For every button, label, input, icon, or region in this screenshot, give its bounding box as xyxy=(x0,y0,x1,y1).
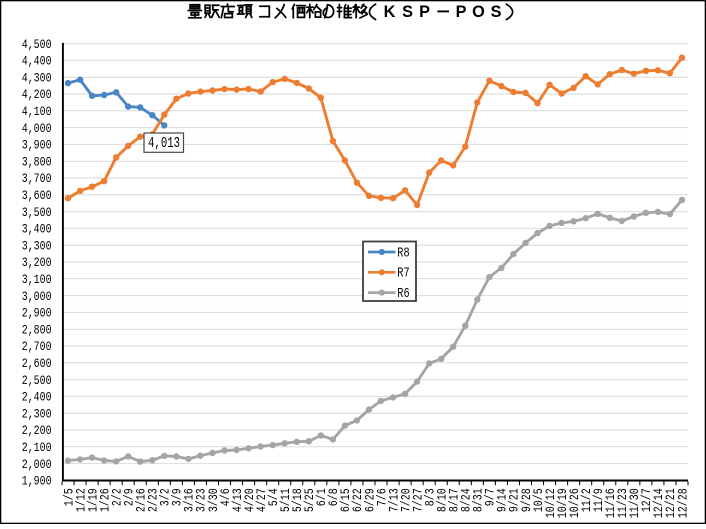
svg-text:3,200: 3,200 xyxy=(22,256,52,271)
svg-text:3/16: 3/16 xyxy=(183,488,198,512)
svg-text:2,700: 2,700 xyxy=(22,340,52,355)
svg-text:P: P xyxy=(456,3,467,21)
svg-text:R8: R8 xyxy=(397,245,409,261)
svg-text:11/2: 11/2 xyxy=(580,488,595,512)
svg-text:2,000: 2,000 xyxy=(22,458,52,473)
svg-text:7/27: 7/27 xyxy=(411,488,426,512)
svg-text:3,800: 3,800 xyxy=(22,155,52,170)
svg-text:9/14: 9/14 xyxy=(496,488,511,512)
svg-text:2/16: 2/16 xyxy=(135,488,150,512)
svg-text:11/30: 11/30 xyxy=(628,488,643,518)
svg-text:12/28: 12/28 xyxy=(676,488,691,518)
svg-text:3,100: 3,100 xyxy=(22,273,52,288)
svg-text:4/13: 4/13 xyxy=(231,488,246,512)
svg-text:11/9: 11/9 xyxy=(592,488,607,512)
svg-text:4,500: 4,500 xyxy=(22,38,52,53)
svg-text:4/6: 4/6 xyxy=(219,488,234,506)
svg-text:8/24: 8/24 xyxy=(460,488,475,512)
svg-text:8/10: 8/10 xyxy=(435,488,450,512)
svg-text:10/12: 10/12 xyxy=(544,488,559,518)
svg-text:5/4: 5/4 xyxy=(267,488,282,506)
svg-text:4,200: 4,200 xyxy=(22,88,52,103)
svg-text:3,500: 3,500 xyxy=(22,206,52,221)
svg-text:3,900: 3,900 xyxy=(22,139,52,154)
svg-text:2/23: 2/23 xyxy=(147,488,162,512)
svg-text:P: P xyxy=(419,3,430,21)
svg-text:7/6: 7/6 xyxy=(375,488,390,506)
svg-text:10/26: 10/26 xyxy=(568,488,583,518)
svg-text:12/14: 12/14 xyxy=(652,488,667,518)
svg-text:2/2: 2/2 xyxy=(110,488,125,506)
svg-text:2,100: 2,100 xyxy=(22,441,52,456)
svg-text:2,400: 2,400 xyxy=(22,391,52,406)
svg-text:3,600: 3,600 xyxy=(22,189,52,204)
svg-text:6/15: 6/15 xyxy=(339,488,354,512)
svg-text:5/11: 5/11 xyxy=(279,488,294,512)
svg-text:2,900: 2,900 xyxy=(22,307,52,322)
svg-text:12/21: 12/21 xyxy=(664,488,679,518)
svg-text:2,300: 2,300 xyxy=(22,407,52,422)
svg-text:2/9: 2/9 xyxy=(122,488,137,506)
svg-text:8/17: 8/17 xyxy=(448,488,463,512)
svg-text:10/5: 10/5 xyxy=(532,488,547,512)
svg-text:4/27: 4/27 xyxy=(255,488,270,512)
svg-text:1/26: 1/26 xyxy=(98,488,113,512)
svg-text:4,100: 4,100 xyxy=(22,105,52,120)
svg-text:9/21: 9/21 xyxy=(508,488,523,512)
svg-text:3,300: 3,300 xyxy=(22,239,52,254)
svg-text:3/2: 3/2 xyxy=(159,488,174,506)
svg-text:R7: R7 xyxy=(397,265,409,281)
svg-text:3,400: 3,400 xyxy=(22,223,52,238)
svg-text:3/9: 3/9 xyxy=(171,488,186,506)
svg-text:2,500: 2,500 xyxy=(22,374,52,389)
svg-text:10/19: 10/19 xyxy=(556,488,571,518)
svg-text:S: S xyxy=(402,3,413,21)
svg-text:1/12: 1/12 xyxy=(74,488,89,512)
svg-text:6/29: 6/29 xyxy=(363,488,378,512)
svg-text:4/20: 4/20 xyxy=(243,488,258,512)
svg-text:6/8: 6/8 xyxy=(327,488,342,506)
svg-text:12/7: 12/7 xyxy=(640,488,655,512)
svg-text:5/25: 5/25 xyxy=(303,488,318,512)
svg-text:11/23: 11/23 xyxy=(616,488,631,518)
svg-text:8/3: 8/3 xyxy=(423,488,438,506)
svg-text:8/31: 8/31 xyxy=(472,488,487,512)
svg-text:4,013: 4,013 xyxy=(148,135,180,152)
svg-text:2,800: 2,800 xyxy=(22,323,52,338)
svg-text:2,200: 2,200 xyxy=(22,424,52,439)
svg-text:5/18: 5/18 xyxy=(291,488,306,512)
svg-text:3,000: 3,000 xyxy=(22,290,52,305)
svg-text:11/16: 11/16 xyxy=(604,488,619,518)
svg-text:O: O xyxy=(472,3,485,21)
svg-text:4,000: 4,000 xyxy=(22,122,52,137)
svg-text:R6: R6 xyxy=(397,286,409,302)
svg-text:1/5: 1/5 xyxy=(62,488,77,506)
svg-text:9/7: 9/7 xyxy=(484,488,499,506)
svg-text:6/22: 6/22 xyxy=(351,488,366,512)
svg-text:3,700: 3,700 xyxy=(22,172,52,187)
svg-text:7/13: 7/13 xyxy=(387,488,402,512)
svg-text:1/19: 1/19 xyxy=(86,488,101,512)
svg-text:4,400: 4,400 xyxy=(22,55,52,70)
svg-text:7/20: 7/20 xyxy=(399,488,414,512)
svg-text:3/30: 3/30 xyxy=(207,488,222,512)
svg-text:6/1: 6/1 xyxy=(315,488,330,506)
svg-text:1,900: 1,900 xyxy=(22,475,52,490)
svg-text:4,300: 4,300 xyxy=(22,71,52,86)
svg-text:9/28: 9/28 xyxy=(520,488,535,512)
svg-text:2,600: 2,600 xyxy=(22,357,52,372)
svg-text:3/23: 3/23 xyxy=(195,488,210,512)
svg-text:S: S xyxy=(491,3,502,21)
svg-text:K: K xyxy=(384,3,396,21)
